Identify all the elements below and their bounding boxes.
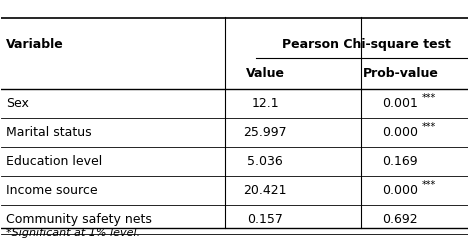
Text: Sex: Sex xyxy=(6,97,29,110)
Text: 0.000: 0.000 xyxy=(383,184,419,197)
Text: Pearson Chi-square test: Pearson Chi-square test xyxy=(282,38,451,51)
Text: Prob-value: Prob-value xyxy=(363,67,438,80)
Text: 20.421: 20.421 xyxy=(243,184,287,197)
Text: Value: Value xyxy=(246,67,284,80)
Text: 25.997: 25.997 xyxy=(243,126,287,139)
Text: ***: *** xyxy=(421,93,436,103)
Text: 0.001: 0.001 xyxy=(383,97,419,110)
Text: ***: *** xyxy=(421,180,436,190)
Text: 0.692: 0.692 xyxy=(383,213,418,226)
Text: 0.157: 0.157 xyxy=(247,213,283,226)
Text: Community safety nets: Community safety nets xyxy=(6,213,152,226)
Text: 0.169: 0.169 xyxy=(383,155,418,168)
Text: 5.036: 5.036 xyxy=(247,155,283,168)
Text: 0.000: 0.000 xyxy=(383,126,419,139)
Text: Income source: Income source xyxy=(6,184,98,197)
Text: ***: *** xyxy=(421,122,436,132)
Text: 12.1: 12.1 xyxy=(251,97,279,110)
Text: Variable: Variable xyxy=(6,38,64,51)
Text: Marital status: Marital status xyxy=(6,126,91,139)
Text: Education level: Education level xyxy=(6,155,102,168)
Text: *Significant at 1% level.: *Significant at 1% level. xyxy=(6,228,140,238)
